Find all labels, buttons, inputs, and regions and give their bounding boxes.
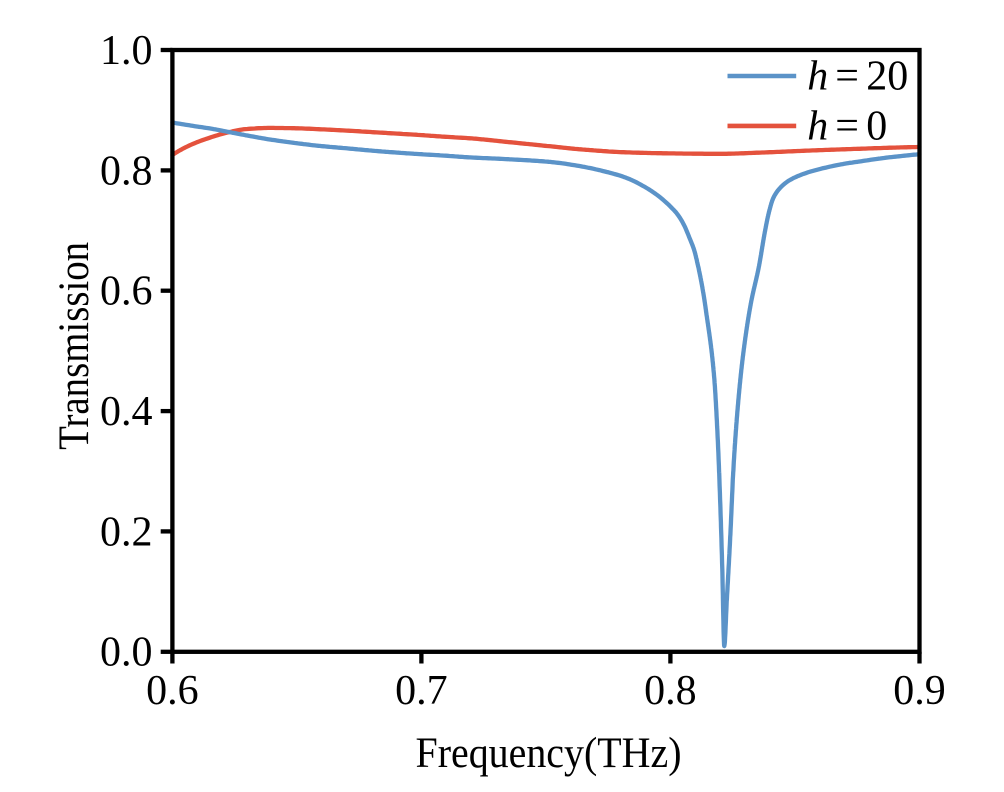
svg-text:0.8: 0.8 [644,668,697,714]
svg-text:Transmission: Transmission [51,242,98,450]
svg-text:0.6: 0.6 [100,269,153,315]
svg-text:0.2: 0.2 [100,509,153,555]
svg-text:0.0: 0.0 [100,630,153,676]
svg-text:0.8: 0.8 [100,148,153,194]
svg-text:0.4: 0.4 [100,389,153,435]
svg-text:0.6: 0.6 [146,668,199,714]
svg-text:1.0: 1.0 [100,28,153,74]
svg-text:h=20: h = 20 [807,54,908,100]
svg-text:Frequency(THz): Frequency(THz) [416,730,682,777]
svg-text:0.9: 0.9 [893,668,946,714]
svg-text:0.7: 0.7 [395,668,448,714]
svg-text:h=0: h = 0 [807,104,887,150]
